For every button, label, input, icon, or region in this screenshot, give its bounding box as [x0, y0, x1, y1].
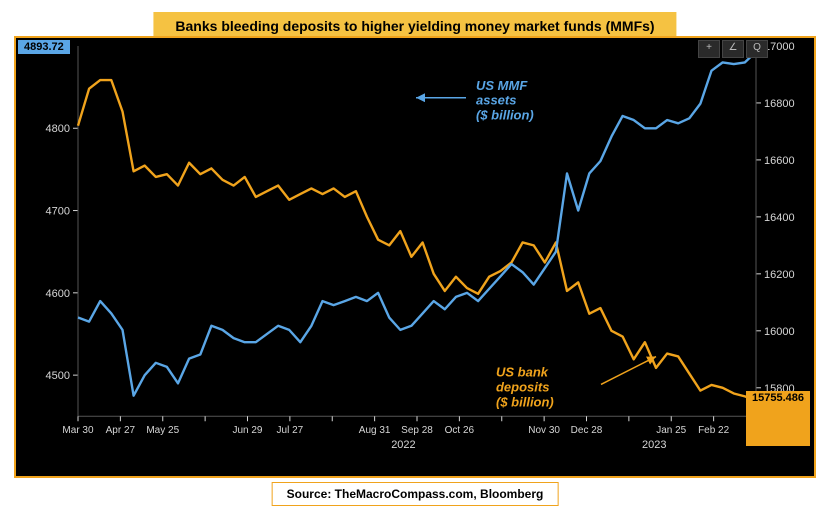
svg-text:US MMF: US MMF	[476, 78, 528, 93]
svg-text:Jun 29: Jun 29	[232, 425, 262, 436]
left-axis-end-value: 4893.72	[24, 41, 64, 53]
right-axis-end-value: 15755.486	[752, 392, 804, 404]
source-pill: Source: TheMacroCompass.com, Bloomberg	[272, 482, 559, 506]
svg-text:US bank: US bank	[496, 364, 549, 379]
svg-text:4800: 4800	[46, 123, 70, 135]
chart-svg: 4500460047004800158001600016200164001660…	[16, 38, 814, 476]
svg-text:16800: 16800	[764, 98, 795, 110]
svg-text:Aug 31: Aug 31	[359, 425, 391, 436]
svg-text:deposits: deposits	[496, 379, 549, 394]
chart-title-text: Banks bleeding deposits to higher yieldi…	[175, 18, 654, 34]
svg-text:Jan 25: Jan 25	[656, 425, 686, 436]
chart-toolbar: + ∠ Q	[698, 40, 768, 58]
right-axis-end-badge: 15755.486	[746, 391, 810, 446]
svg-text:4700: 4700	[46, 206, 70, 218]
svg-text:Sep 28: Sep 28	[401, 425, 433, 436]
svg-text:assets: assets	[476, 93, 516, 108]
svg-text:($ billion): ($ billion)	[476, 108, 534, 123]
svg-text:May 25: May 25	[146, 425, 179, 436]
toolbar-btn-crosshair[interactable]: +	[698, 40, 720, 58]
source-text: Source: TheMacroCompass.com, Bloomberg	[287, 487, 544, 501]
svg-text:Feb 22: Feb 22	[698, 425, 730, 436]
svg-text:Mar 30: Mar 30	[62, 425, 94, 436]
toolbar-btn-measure[interactable]: ∠	[722, 40, 744, 58]
svg-text:Nov 30: Nov 30	[528, 425, 560, 436]
svg-text:17000: 17000	[764, 41, 795, 53]
svg-text:4600: 4600	[46, 288, 70, 300]
svg-text:($ billion): ($ billion)	[496, 394, 554, 409]
svg-text:16200: 16200	[764, 269, 795, 281]
svg-text:16400: 16400	[764, 212, 795, 224]
svg-text:Oct 26: Oct 26	[445, 425, 475, 436]
svg-text:2023: 2023	[642, 439, 666, 451]
left-axis-end-badge: 4893.72	[18, 40, 70, 54]
svg-text:16000: 16000	[764, 326, 795, 338]
svg-text:Apr 27: Apr 27	[106, 425, 136, 436]
svg-text:2022: 2022	[391, 439, 415, 451]
toolbar-btn-zoom[interactable]: Q	[746, 40, 768, 58]
svg-text:16600: 16600	[764, 155, 795, 167]
svg-text:Jul 27: Jul 27	[277, 425, 304, 436]
svg-text:Dec 28: Dec 28	[571, 425, 603, 436]
chart-frame: 4500460047004800158001600016200164001660…	[14, 36, 816, 478]
svg-text:4500: 4500	[46, 370, 70, 382]
